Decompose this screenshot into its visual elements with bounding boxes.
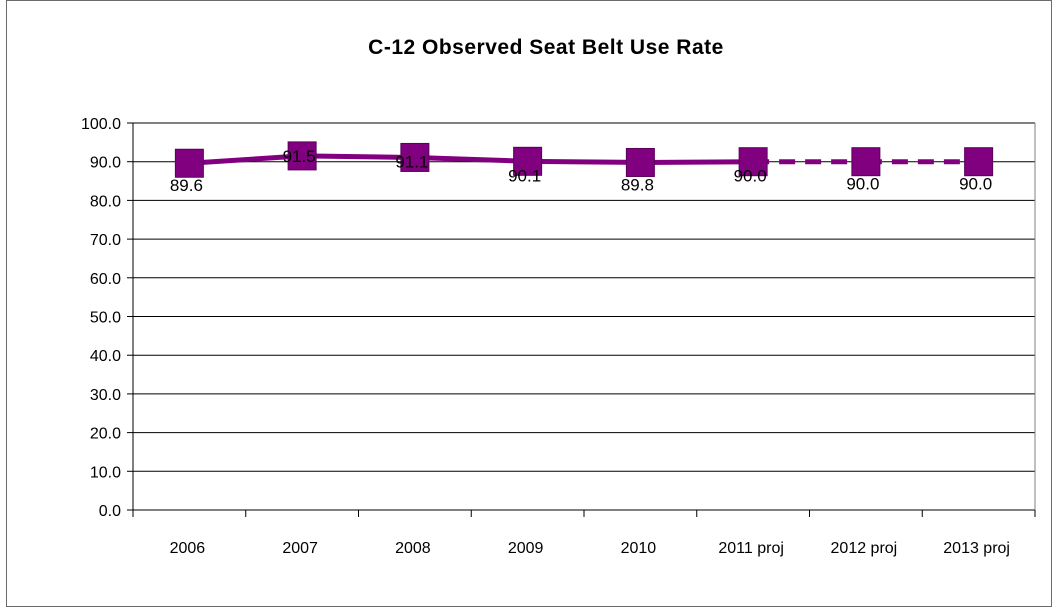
y-tick-label: 100.0	[81, 116, 121, 133]
chart-title: C-12 Observed Seat Belt Use Rate	[368, 36, 724, 59]
series-marker	[174, 148, 204, 178]
data-label: 90.0	[846, 175, 879, 194]
series-segment	[527, 158, 641, 165]
data-label: 90.1	[508, 166, 541, 185]
data-label: 90.0	[959, 175, 992, 194]
chart-frame	[6, 0, 1052, 607]
x-tick-label: 2008	[395, 540, 431, 557]
y-tick-label: 80.0	[90, 193, 121, 210]
y-tick-label: 40.0	[90, 348, 121, 365]
series-segment	[189, 153, 303, 166]
series-marker	[400, 142, 430, 172]
series-marker	[287, 141, 317, 171]
x-tick-label: 2013 proj	[943, 540, 1010, 557]
y-tick-label: 90.0	[90, 155, 121, 172]
series-marker	[513, 146, 543, 176]
y-tick-label: 0.0	[99, 503, 121, 520]
series-marker	[964, 147, 994, 177]
data-label: 91.1	[395, 152, 428, 171]
data-label: 89.6	[170, 176, 203, 195]
y-tick-label: 60.0	[90, 271, 121, 288]
series-marker	[738, 147, 768, 177]
x-tick-label: 2011 proj	[718, 540, 784, 557]
x-tick-label: 2009	[508, 540, 544, 557]
x-tick-label: 2010	[621, 540, 657, 557]
data-label: 89.8	[621, 175, 654, 194]
series-segment	[302, 153, 415, 160]
y-tick-label: 70.0	[90, 232, 121, 249]
series-marker	[625, 147, 655, 177]
x-tick-label: 2007	[282, 540, 318, 557]
y-tick-label: 10.0	[90, 464, 121, 481]
data-label: 90.0	[734, 167, 767, 186]
data-label: 91.5	[283, 147, 316, 166]
y-tick-label: 30.0	[90, 387, 121, 404]
x-tick-label: 2012 proj	[831, 540, 898, 557]
y-tick-label: 20.0	[90, 426, 121, 443]
series-segment	[640, 159, 754, 165]
y-tick-label: 50.0	[90, 310, 121, 327]
series-marker	[851, 147, 881, 177]
x-tick-label: 2006	[170, 540, 206, 557]
series-segment	[414, 154, 528, 164]
